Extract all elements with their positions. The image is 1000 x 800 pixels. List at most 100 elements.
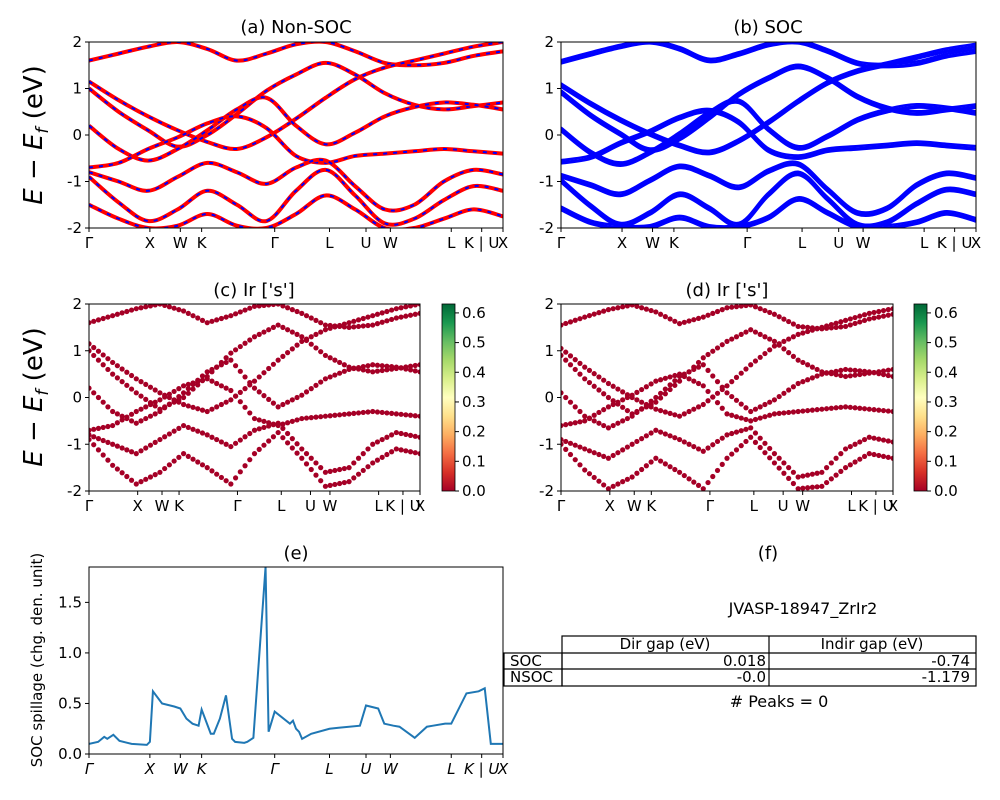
projection-point <box>643 433 649 439</box>
projection-point <box>223 385 229 391</box>
projection-point <box>318 329 324 335</box>
projection-point <box>299 455 305 461</box>
projection-point <box>686 369 692 375</box>
projection-point <box>318 349 324 355</box>
projection-point <box>705 351 711 358</box>
projection-point <box>705 388 711 395</box>
projection-point <box>582 467 588 473</box>
projection-point <box>190 313 196 319</box>
projection-point <box>591 371 597 377</box>
projection-point <box>714 308 721 315</box>
projection-point <box>313 317 319 323</box>
projection-point <box>819 406 825 412</box>
projection-point <box>662 314 668 320</box>
y-tick-label: -1 <box>539 173 554 191</box>
projection-point <box>842 373 849 380</box>
projection-point <box>648 459 654 465</box>
projection-point <box>828 460 834 466</box>
projection-point <box>389 432 395 438</box>
projection-point <box>251 427 258 433</box>
projection-point <box>199 462 206 468</box>
projection-point <box>199 317 206 323</box>
x-tick-label: W <box>383 760 399 778</box>
projection-point <box>303 389 310 395</box>
projection-point <box>691 366 697 373</box>
projection-point <box>138 418 144 424</box>
projection-point <box>790 409 797 415</box>
projection-point <box>605 404 612 410</box>
projection-point <box>351 365 357 372</box>
projection-point <box>676 469 683 475</box>
projection-point <box>662 409 668 415</box>
projection-point <box>341 479 347 486</box>
projection-point <box>95 436 102 442</box>
projection-point <box>365 368 371 374</box>
projection-point <box>561 345 564 352</box>
projection-point <box>582 446 588 452</box>
projection-point <box>308 341 314 347</box>
projection-point <box>275 420 281 426</box>
projection-point <box>719 342 725 348</box>
projection-point <box>360 451 366 457</box>
x-tick-label: K <box>174 497 185 515</box>
projection-point <box>327 355 333 361</box>
x-tick-label: Γ <box>557 234 566 252</box>
projection-point <box>337 412 343 418</box>
projection-point <box>313 345 319 351</box>
projection-point <box>157 304 163 307</box>
projection-point <box>861 436 868 443</box>
projection-point <box>781 390 787 396</box>
projection-point <box>176 393 182 400</box>
projection-point <box>814 373 820 379</box>
projection-point <box>686 476 692 482</box>
projection-point <box>393 364 399 370</box>
projection-point <box>624 407 631 414</box>
projection-point <box>95 394 102 401</box>
table-cell-soc-dir: 0.018 <box>723 652 766 670</box>
y-tick-label: 1.5 <box>58 593 82 611</box>
projection-point <box>185 381 191 388</box>
projection-point <box>658 311 664 317</box>
projection-point <box>786 409 792 416</box>
projection-point <box>805 324 811 330</box>
projection-point <box>880 453 887 460</box>
projection-point <box>672 318 678 324</box>
projection-point <box>710 473 716 480</box>
soc-band-2 <box>561 65 976 154</box>
projection-point <box>710 394 716 400</box>
projection-point <box>214 317 220 323</box>
projection-point <box>114 311 120 317</box>
projection-point <box>237 309 243 315</box>
projection-point <box>114 420 120 426</box>
projection-point <box>100 399 106 405</box>
colorbar-tick-label: 0.1 <box>934 452 958 470</box>
x-tick-label: X <box>144 760 156 778</box>
projection-point <box>303 451 310 457</box>
projection-point <box>596 478 602 484</box>
x-tick-label: K <box>197 234 208 252</box>
projection-point <box>370 441 376 447</box>
x-tick-label: Γ <box>557 497 566 515</box>
projection-point <box>757 354 763 360</box>
projection-point <box>360 467 366 474</box>
projection-point <box>280 304 286 309</box>
projection-point <box>180 401 187 408</box>
projection-point <box>586 448 593 454</box>
projection-point <box>752 430 759 436</box>
projection-point <box>634 438 640 445</box>
projection-point <box>890 366 893 373</box>
projection-point <box>724 383 730 389</box>
projection-point <box>847 373 853 379</box>
projection-point <box>605 486 612 491</box>
projection-point <box>767 309 773 316</box>
projection-point <box>313 460 319 466</box>
projection-point <box>757 331 763 337</box>
peaks-label: # Peaks = 0 <box>730 692 829 711</box>
projection-point <box>871 435 877 441</box>
projection-point <box>805 472 811 478</box>
projection-point <box>563 438 569 445</box>
projection-point <box>166 431 172 437</box>
projection-point <box>833 472 839 478</box>
projection-point <box>752 416 759 423</box>
projection-point <box>185 453 191 460</box>
